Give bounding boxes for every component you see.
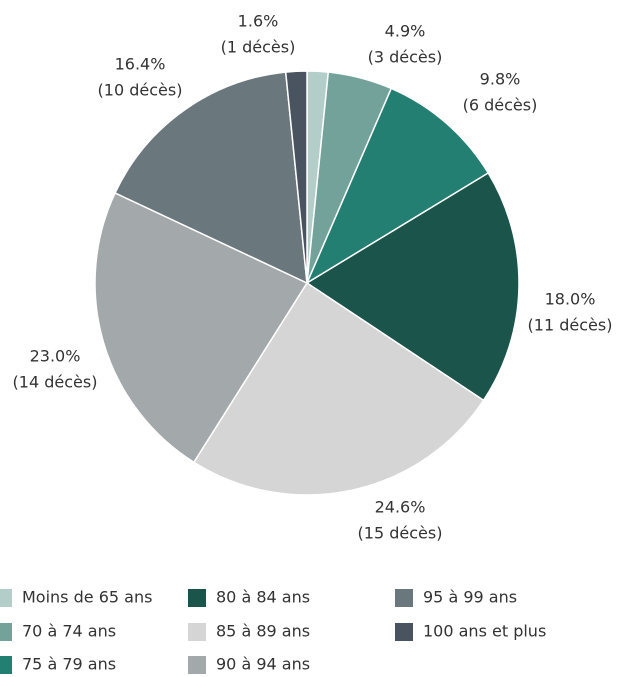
legend-swatch [0, 656, 12, 674]
legend-label: 100 ans et plus [423, 622, 546, 641]
legend-label: 90 à 94 ans [216, 655, 310, 674]
data-label-count: (10 décès) [98, 81, 183, 100]
legend-label: Moins de 65 ans [22, 588, 152, 607]
data-label: 23.0% [30, 347, 81, 366]
legend-label: 95 à 99 ans [423, 588, 517, 607]
legend-swatch [0, 589, 12, 607]
data-label: 4.9% [385, 22, 426, 41]
data-label: 9.8% [480, 70, 521, 89]
legend-label: 75 à 79 ans [22, 655, 116, 674]
legend-label: 80 à 84 ans [216, 588, 310, 607]
pie-slice [305, 87, 490, 285]
pie-slice [114, 71, 308, 285]
pie-slice [305, 171, 520, 402]
legend-swatch [188, 623, 206, 641]
legend-swatch [188, 656, 206, 674]
data-label-count: (1 décès) [221, 38, 296, 57]
data-label-count: (14 décès) [13, 373, 98, 392]
data-label: 24.6% [375, 498, 426, 517]
legend-label: 85 à 89 ans [216, 622, 310, 641]
legend-label: 70 à 74 ans [22, 622, 116, 641]
data-label: 16.4% [115, 55, 166, 74]
data-label-count: (6 décès) [463, 96, 538, 115]
legend-swatch [0, 623, 12, 641]
legend-swatch [188, 589, 206, 607]
pie-slice [192, 281, 485, 496]
legend-swatch [395, 623, 413, 641]
data-label-count: (3 décès) [368, 48, 443, 67]
pie-slice [94, 191, 309, 464]
data-label-count: (15 décès) [358, 524, 443, 543]
data-label-count: (11 décès) [528, 316, 613, 335]
data-label: 18.0% [545, 290, 596, 309]
data-label: 1.6% [238, 12, 279, 31]
pie-slice [284, 70, 308, 284]
legend-swatch [395, 589, 413, 607]
